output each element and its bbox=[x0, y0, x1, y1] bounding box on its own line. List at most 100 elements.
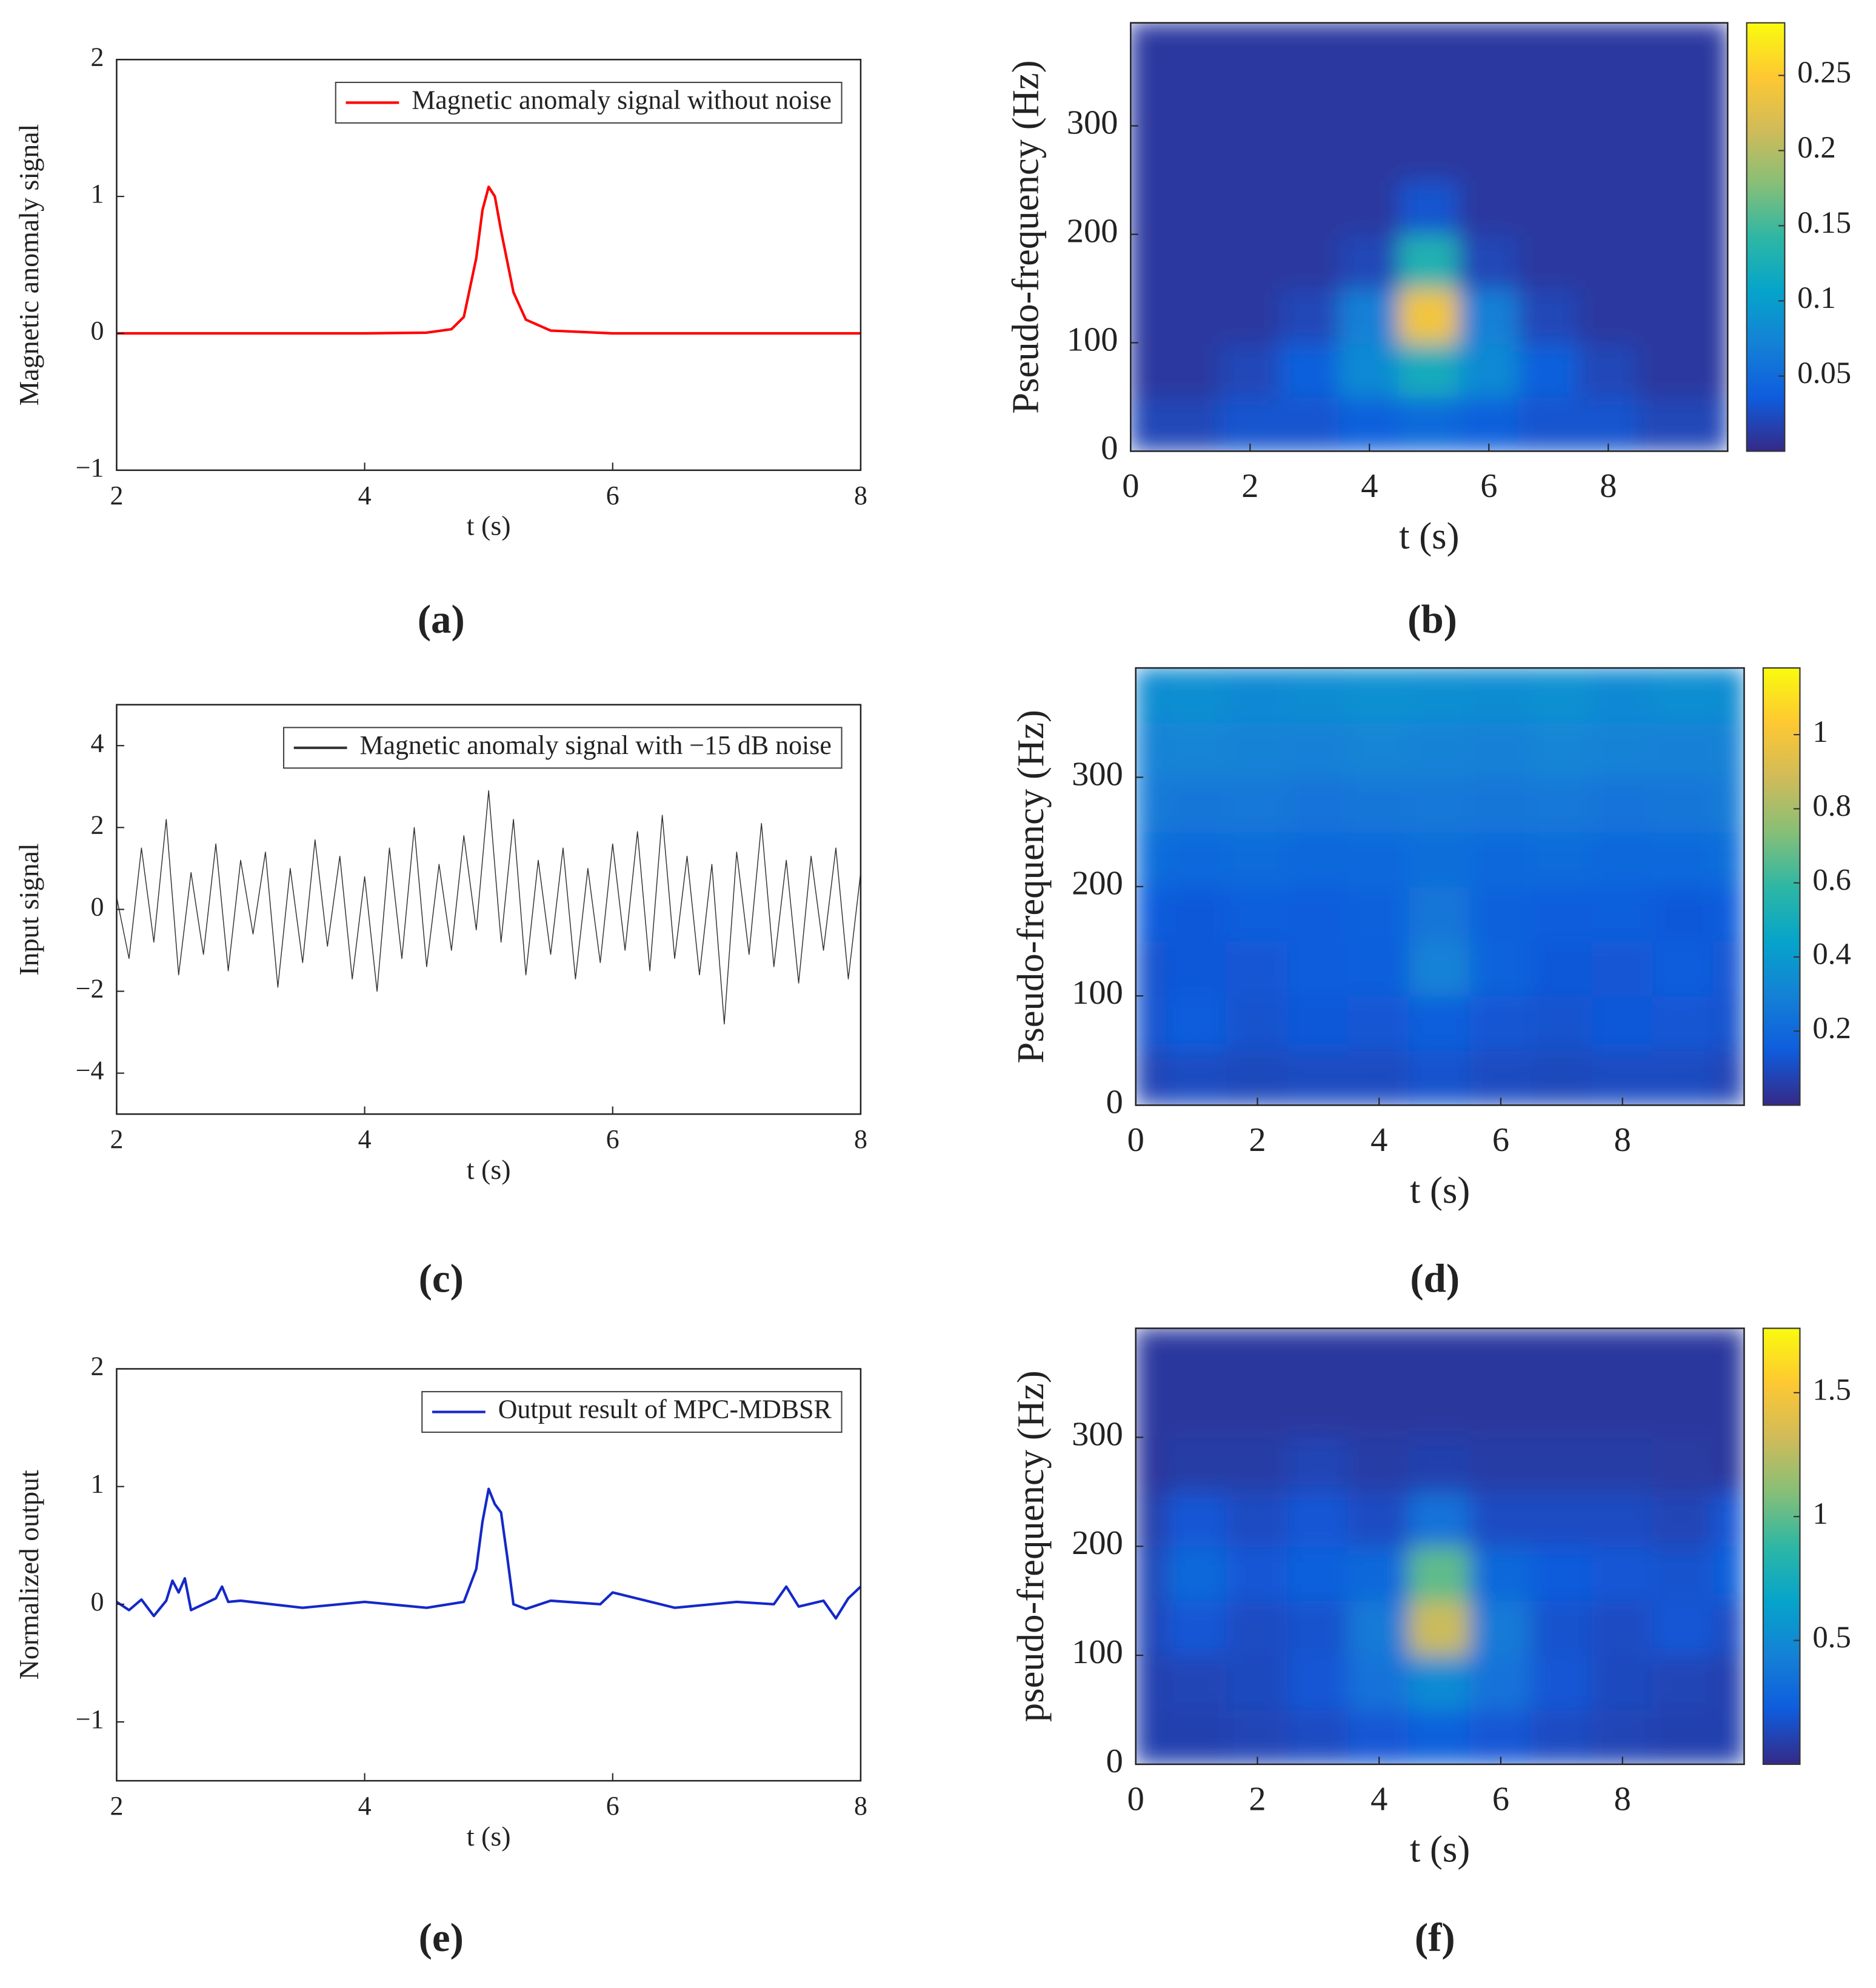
heat-cell bbox=[1697, 22, 1728, 73]
heat-cell bbox=[1713, 722, 1744, 778]
heat-cell bbox=[1135, 1436, 1167, 1493]
x-tick-label: 2 bbox=[110, 1792, 123, 1821]
heat-cell bbox=[1637, 342, 1699, 398]
heat-cell bbox=[1130, 342, 1161, 398]
heat-cell bbox=[1697, 125, 1728, 181]
heat-cell bbox=[1160, 342, 1221, 398]
y-tick-label: 0 bbox=[91, 892, 104, 921]
heat-cell bbox=[1578, 287, 1639, 344]
heat-cell bbox=[1713, 995, 1744, 1052]
heat-cell bbox=[1220, 287, 1281, 344]
heat-cell bbox=[1160, 233, 1221, 290]
x-tick-label: 8 bbox=[854, 1792, 867, 1821]
heat-cell bbox=[1469, 886, 1532, 942]
heat-cell bbox=[1469, 1050, 1532, 1106]
heat-cell bbox=[1637, 125, 1699, 181]
heat-cell bbox=[1713, 940, 1744, 997]
heat-cell bbox=[1165, 1050, 1228, 1106]
heat-cell bbox=[1409, 668, 1471, 724]
x-tick-label: 8 bbox=[854, 1125, 867, 1154]
heat-cell bbox=[1713, 1709, 1744, 1764]
heat-cell bbox=[1652, 940, 1715, 997]
heat-cell bbox=[1458, 233, 1520, 290]
colorbar-tick-label: 1.5 bbox=[1812, 1372, 1851, 1406]
heat-cell bbox=[1165, 1382, 1228, 1438]
heat-cell bbox=[1398, 287, 1460, 344]
heat-cell bbox=[1469, 940, 1532, 997]
heat-cell bbox=[1518, 22, 1580, 73]
heat-cell bbox=[1287, 1709, 1350, 1764]
heat-cell bbox=[1339, 179, 1400, 235]
legend: Magnetic anomaly signal without noise bbox=[335, 81, 843, 124]
heatmap-clip bbox=[1130, 22, 1728, 452]
heat-cell bbox=[1347, 1491, 1410, 1547]
heat-cell bbox=[1226, 886, 1289, 942]
heat-cell bbox=[1279, 342, 1341, 398]
colorbar bbox=[1762, 1327, 1801, 1765]
y-tick-label: 100 bbox=[1072, 974, 1123, 1012]
heat-cell bbox=[1339, 22, 1400, 73]
heat-cell bbox=[1652, 1328, 1715, 1384]
heat-cell bbox=[1469, 1655, 1532, 1711]
x-tick-label: 2 bbox=[1241, 467, 1258, 505]
heat-cell bbox=[1287, 1050, 1350, 1106]
heat-cell bbox=[1458, 71, 1520, 127]
y-axis-label: Normalized output bbox=[13, 1470, 44, 1679]
heat-cell bbox=[1130, 179, 1161, 235]
heat-cell bbox=[1160, 396, 1221, 452]
heat-cell bbox=[1531, 886, 1593, 942]
y-tick-label: −1 bbox=[76, 453, 104, 482]
heat-cell bbox=[1287, 1491, 1350, 1547]
heat-cell bbox=[1458, 342, 1520, 398]
heat-cell bbox=[1591, 1709, 1654, 1764]
heat-cell bbox=[1591, 940, 1654, 997]
heat-cell bbox=[1652, 1491, 1715, 1547]
legend: Output result of MPC-MDBSR bbox=[421, 1391, 843, 1433]
heat-cell bbox=[1135, 1491, 1167, 1547]
heat-cell bbox=[1531, 1491, 1593, 1547]
heat-cell bbox=[1135, 1328, 1167, 1384]
heat-cell bbox=[1652, 776, 1715, 833]
heat-cell bbox=[1347, 776, 1410, 833]
heat-cell bbox=[1135, 831, 1167, 887]
y-tick-label: 100 bbox=[1067, 321, 1118, 358]
x-tick-label: 0 bbox=[1127, 1781, 1144, 1818]
colorbar-tick-label: 1 bbox=[1812, 1496, 1828, 1530]
heat-cell bbox=[1469, 668, 1532, 724]
heat-cell bbox=[1518, 233, 1580, 290]
y-tick-label: 0 bbox=[1106, 1743, 1123, 1780]
heat-cell bbox=[1518, 287, 1580, 344]
y-tick-label: 300 bbox=[1067, 104, 1118, 142]
heat-cell bbox=[1518, 125, 1580, 181]
heat-cell bbox=[1518, 396, 1580, 452]
heat-cell bbox=[1279, 179, 1341, 235]
heat-cell bbox=[1226, 995, 1289, 1052]
colorbar-tick-label: 0.2 bbox=[1812, 1011, 1851, 1045]
y-tick-label: 4 bbox=[91, 729, 104, 758]
heat-cell bbox=[1458, 22, 1520, 73]
heat-cell bbox=[1226, 1655, 1289, 1711]
x-axis-label: t (s) bbox=[467, 510, 511, 541]
heat-cell bbox=[1130, 22, 1161, 73]
heat-cell bbox=[1591, 668, 1654, 724]
x-tick-label: 4 bbox=[358, 1125, 372, 1154]
heat-cell bbox=[1135, 1709, 1167, 1764]
y-tick-label: 200 bbox=[1072, 1524, 1123, 1562]
heat-cell bbox=[1287, 940, 1350, 997]
heat-cell bbox=[1135, 1546, 1167, 1602]
heat-cell bbox=[1165, 1709, 1228, 1764]
heat-cell bbox=[1697, 179, 1728, 235]
y-tick-label: 2 bbox=[91, 42, 104, 72]
heat-cell bbox=[1226, 1328, 1289, 1384]
x-tick-label: 6 bbox=[606, 1125, 619, 1154]
heat-cell bbox=[1165, 1655, 1228, 1711]
heat-cell bbox=[1287, 668, 1350, 724]
heat-cell bbox=[1469, 995, 1532, 1052]
data-line bbox=[116, 185, 861, 335]
y-tick-label: 300 bbox=[1072, 1415, 1123, 1453]
heat-cell bbox=[1135, 1382, 1167, 1438]
heat-cell bbox=[1165, 940, 1228, 997]
heat-cell bbox=[1339, 396, 1400, 452]
heat-cell bbox=[1165, 1491, 1228, 1547]
heat-cell bbox=[1279, 287, 1341, 344]
